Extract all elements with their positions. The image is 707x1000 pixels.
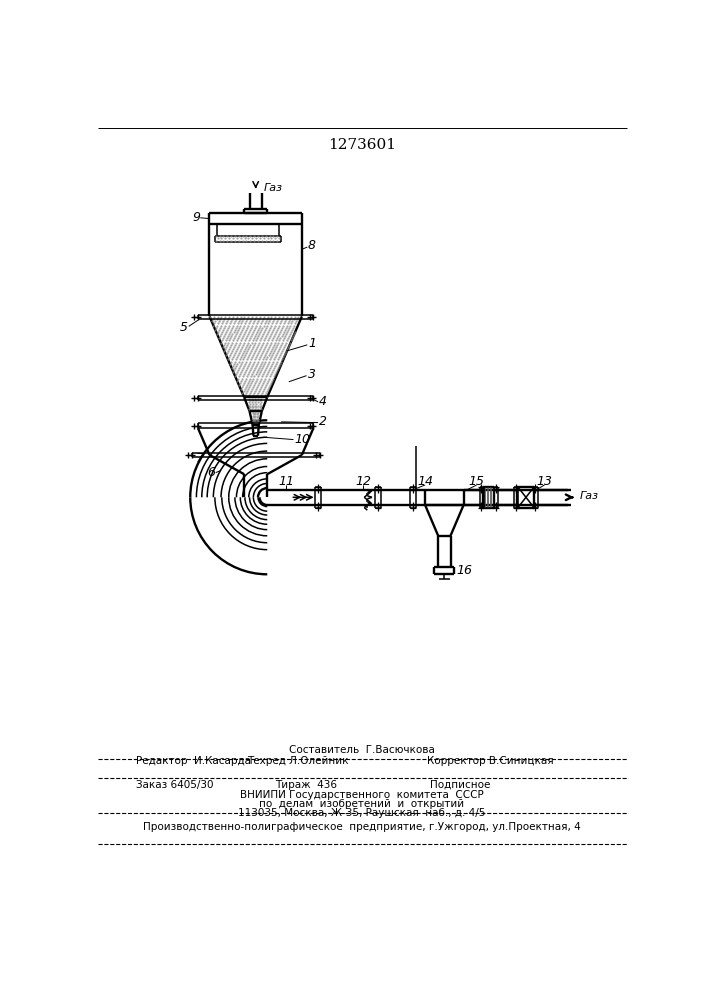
Text: 6: 6 — [207, 466, 215, 479]
Text: Заказ 6405/30: Заказ 6405/30 — [136, 780, 214, 790]
Text: ВНИИПИ Государственного  комитета  СССР: ВНИИПИ Государственного комитета СССР — [240, 790, 484, 800]
Text: 14: 14 — [417, 475, 433, 488]
Text: 15: 15 — [469, 475, 485, 488]
Text: 12: 12 — [356, 475, 371, 488]
Text: 10: 10 — [294, 433, 310, 446]
Text: 4: 4 — [319, 395, 327, 408]
Text: Составитель  Г.Васючкова: Составитель Г.Васючкова — [289, 745, 435, 755]
Text: 16: 16 — [456, 564, 472, 577]
Text: Газ: Газ — [580, 491, 599, 501]
Text: 7: 7 — [196, 452, 204, 465]
Text: 11: 11 — [279, 475, 295, 488]
Text: Корректор В.Синицкая: Корректор В.Синицкая — [427, 756, 554, 766]
Text: 2: 2 — [319, 415, 327, 428]
Text: 113035, Москва, Ж-35, Раушская  наб., д. 4/5: 113035, Москва, Ж-35, Раушская наб., д. … — [238, 808, 486, 818]
Text: 5: 5 — [180, 321, 188, 334]
Text: 8: 8 — [308, 239, 316, 252]
Text: 9: 9 — [192, 211, 200, 224]
Text: Газ: Газ — [264, 183, 282, 193]
Text: Производственно-полиграфическое  предприятие, г.Ужгород, ул.Проектная, 4: Производственно-полиграфическое предприя… — [143, 822, 581, 832]
Text: Техред Л.Олейник: Техред Л.Олейник — [247, 756, 349, 766]
Text: 1: 1 — [308, 337, 316, 350]
Text: 3: 3 — [308, 368, 316, 381]
Text: 13: 13 — [537, 475, 552, 488]
Text: Подписное: Подписное — [430, 780, 490, 790]
Text: Редактор  И.Касарда: Редактор И.Касарда — [136, 756, 252, 766]
Text: Тираж  436: Тираж 436 — [275, 780, 337, 790]
Text: 1273601: 1273601 — [328, 138, 396, 152]
Text: по  делам  изобретений  и  открытий: по делам изобретений и открытий — [259, 799, 464, 809]
